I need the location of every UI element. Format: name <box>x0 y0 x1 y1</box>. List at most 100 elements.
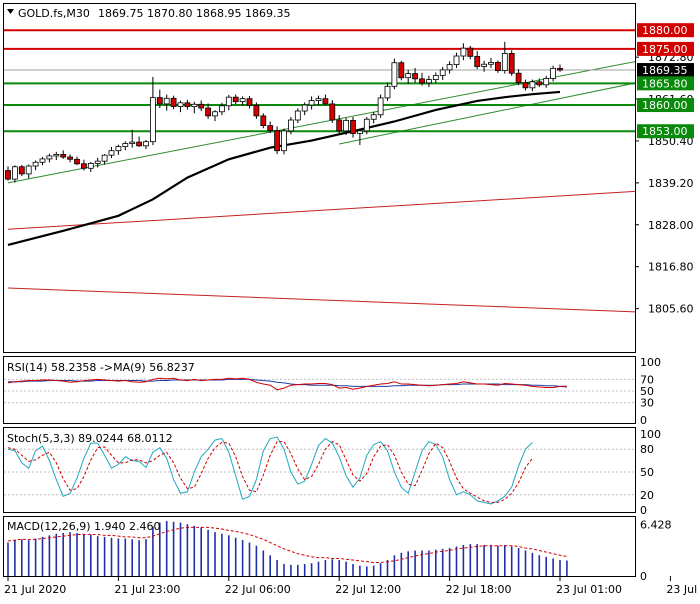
rsi-tick-label: 50 <box>640 385 654 398</box>
candle-body <box>301 104 308 112</box>
candle-body <box>218 105 225 113</box>
candle <box>363 117 370 135</box>
time-tick-label: 21 Jul 23:00 <box>114 583 180 596</box>
candle-body <box>246 98 253 106</box>
macd-title: MACD(12,26,9) 1.940 2.460 <box>7 520 161 533</box>
candle-body <box>143 141 149 147</box>
level-label: 1869.35 <box>642 64 688 77</box>
candle-body <box>177 102 184 107</box>
candle-body <box>425 79 432 84</box>
candle <box>53 151 60 161</box>
candle <box>405 69 412 85</box>
candle <box>446 61 453 74</box>
candle-body <box>460 47 467 57</box>
candle-body <box>94 160 101 164</box>
candle <box>439 66 446 80</box>
level-label: 1880.00 <box>642 24 688 37</box>
stoch-main-line <box>7 436 533 505</box>
stoch-plot-area <box>4 436 635 505</box>
rsi-panel <box>3 356 636 424</box>
candle <box>384 82 391 101</box>
level-label-box <box>637 124 694 139</box>
candle <box>5 166 11 181</box>
candle-body <box>122 143 129 147</box>
candle <box>515 69 522 86</box>
candle <box>11 165 18 183</box>
candle <box>370 111 377 124</box>
candle <box>225 94 232 111</box>
candle-body <box>439 69 446 76</box>
candle <box>122 141 129 151</box>
candle <box>315 95 322 106</box>
rsi-line <box>7 377 567 391</box>
candle <box>205 103 212 119</box>
candle-body <box>225 96 232 107</box>
green-trendline-0 <box>7 61 635 184</box>
candle <box>425 75 432 88</box>
candle <box>253 102 260 119</box>
axis-layer: 1805.601816.801828.001839.201850.401861.… <box>4 23 700 596</box>
candle <box>232 94 239 105</box>
candle <box>301 102 308 116</box>
red-trendline-0 <box>7 190 635 230</box>
candle-body <box>170 97 177 107</box>
candle <box>143 139 149 150</box>
candle-body <box>267 125 274 131</box>
level-label-box <box>637 63 694 78</box>
price-panel <box>3 3 636 353</box>
candle-body <box>363 118 370 132</box>
candle-body <box>453 55 460 66</box>
candle <box>149 76 156 146</box>
candle-body <box>446 64 453 71</box>
candle <box>522 79 529 91</box>
candle <box>508 50 515 76</box>
candle <box>350 117 356 138</box>
candle-body <box>212 111 218 117</box>
candle <box>467 45 474 60</box>
level-label: 1875.00 <box>642 43 688 56</box>
candle-body <box>281 130 287 152</box>
candle <box>115 144 122 155</box>
candle <box>336 115 343 134</box>
candle-body <box>191 103 198 107</box>
candle-body <box>232 96 239 103</box>
candle-body <box>149 97 156 143</box>
candle <box>377 94 384 118</box>
candle-body <box>87 163 94 169</box>
candle-body <box>163 97 170 105</box>
candle-body <box>81 163 87 169</box>
candle-body <box>474 55 481 67</box>
candle-body <box>205 107 212 117</box>
candle <box>557 64 563 72</box>
candle <box>239 96 246 106</box>
candle-body <box>391 62 398 87</box>
candle <box>129 129 136 148</box>
candle-body <box>198 103 205 109</box>
candle-body <box>315 98 322 101</box>
candle <box>184 99 191 110</box>
macd-signal-line <box>7 526 567 563</box>
candle <box>39 157 46 166</box>
candle-body <box>322 98 329 105</box>
candle <box>67 154 73 163</box>
level-label-box <box>637 98 694 113</box>
candle <box>25 164 32 179</box>
candle-body <box>308 100 315 106</box>
candle-body <box>501 52 508 72</box>
candle-body <box>432 75 439 80</box>
stoch-panel <box>3 427 636 513</box>
candle-body <box>550 67 556 79</box>
candle <box>343 117 350 135</box>
candle-body <box>46 155 53 160</box>
time-tick-label: 23 Jul 01:00 <box>556 583 622 596</box>
stoch-tick-label: 20 <box>640 489 654 502</box>
candle <box>398 60 405 81</box>
candle-body <box>101 154 108 162</box>
collapse-triangle-icon[interactable] <box>7 9 14 14</box>
macd-plot-area <box>7 520 568 576</box>
candle-body <box>67 156 73 160</box>
rsi-tick-label: 0 <box>640 414 647 427</box>
candle-body <box>398 62 405 79</box>
stoch-tick-label: 80 <box>640 443 654 456</box>
candle <box>218 102 225 116</box>
